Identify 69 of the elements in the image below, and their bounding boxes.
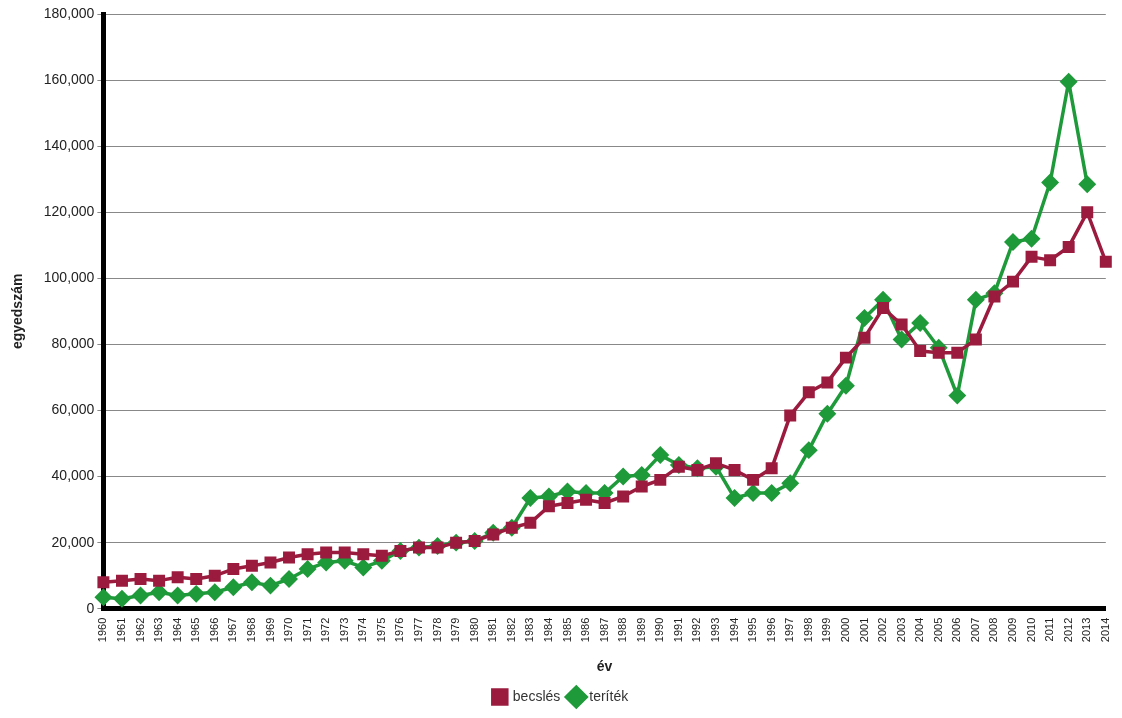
x-axis-title: év bbox=[596, 658, 613, 675]
x-tick-label: 1998 bbox=[801, 617, 814, 643]
x-tick-label: 2012 bbox=[1061, 617, 1074, 643]
x-tick-label: 1993 bbox=[709, 617, 722, 643]
x-tick-label: 2011 bbox=[1043, 617, 1056, 642]
x-tick-label: 2004 bbox=[913, 617, 926, 643]
x-tick-label: 2001 bbox=[857, 617, 870, 643]
x-tick-label: 2007 bbox=[968, 617, 981, 643]
x-tick-label: 1994 bbox=[727, 617, 740, 643]
x-tick-label: 2006 bbox=[950, 617, 963, 643]
x-tick-label: 2005 bbox=[931, 617, 944, 643]
y-tick-label: 100,000 bbox=[43, 269, 95, 286]
x-tick-label: 1982 bbox=[504, 617, 517, 643]
x-tick-label: 1968 bbox=[244, 617, 257, 643]
x-tick-label: 1984 bbox=[541, 617, 554, 643]
x-tick-label: 1999 bbox=[820, 617, 833, 643]
y-tick-label: 20,000 bbox=[51, 533, 95, 550]
x-tick-label: 1964 bbox=[170, 617, 183, 643]
y-tick-label: 60,000 bbox=[51, 401, 95, 418]
x-tick-label: 1985 bbox=[560, 617, 573, 643]
y-tick-label: 0 bbox=[86, 599, 95, 616]
x-tick-label: 1988 bbox=[616, 617, 629, 643]
x-tick-label: 1963 bbox=[152, 617, 165, 643]
x-tick-label: 2003 bbox=[894, 617, 907, 643]
y-tick-label: 160,000 bbox=[43, 70, 95, 87]
x-tick-label: 1965 bbox=[189, 617, 202, 643]
y-tick-label: 180,000 bbox=[43, 4, 95, 21]
x-tick-label: 2013 bbox=[1080, 617, 1093, 643]
y-tick-label: 140,000 bbox=[43, 137, 95, 154]
x-tick-label: 1987 bbox=[597, 617, 610, 643]
x-tick-label: 1989 bbox=[634, 617, 647, 643]
x-tick-label: 1971 bbox=[300, 617, 313, 643]
x-tick-label: 1997 bbox=[783, 617, 796, 643]
x-tick-label: 1981 bbox=[486, 617, 499, 643]
legend-label: teríték bbox=[589, 687, 630, 704]
y-tick-label: 40,000 bbox=[51, 467, 95, 484]
x-tick-label: 2014 bbox=[1098, 617, 1111, 643]
x-tick-label: 2009 bbox=[1006, 617, 1019, 643]
y-axis-title: egyedszám bbox=[9, 273, 26, 350]
x-tick-label: 1961 bbox=[115, 617, 127, 643]
x-tick-label: 1986 bbox=[579, 617, 592, 643]
x-tick-label: 1960 bbox=[96, 617, 109, 643]
x-tick-label: 2000 bbox=[838, 617, 851, 643]
x-tick-label: 1979 bbox=[449, 617, 462, 643]
x-tick-label: 1991 bbox=[671, 617, 684, 643]
x-tick-label: 1970 bbox=[282, 617, 295, 643]
x-tick-label: 1992 bbox=[690, 617, 703, 643]
x-tick-label: 1980 bbox=[467, 617, 480, 643]
x-tick-label: 1972 bbox=[319, 617, 332, 643]
x-tick-label: 1973 bbox=[337, 617, 350, 643]
x-tick-label: 2002 bbox=[876, 617, 889, 643]
x-tick-label: 1976 bbox=[393, 617, 406, 643]
y-tick-label: 80,000 bbox=[51, 335, 95, 352]
x-tick-label: 1962 bbox=[133, 617, 146, 643]
x-tick-label: 1974 bbox=[356, 617, 369, 643]
x-tick-label: 1966 bbox=[207, 617, 220, 643]
x-tick-label: 1996 bbox=[764, 617, 777, 643]
x-tick-label: 1975 bbox=[374, 617, 387, 643]
x-tick-label: 1983 bbox=[523, 617, 536, 643]
x-tick-label: 1977 bbox=[412, 617, 425, 643]
x-tick-label: 2008 bbox=[987, 617, 1000, 643]
x-tick-label: 1990 bbox=[653, 617, 666, 643]
x-tick-label: 1969 bbox=[263, 617, 276, 643]
x-tick-label: 2010 bbox=[1024, 617, 1037, 643]
x-tick-label: 1967 bbox=[226, 617, 239, 643]
legend-label: becslés bbox=[512, 687, 561, 704]
y-tick-label: 120,000 bbox=[43, 203, 95, 220]
x-tick-label: 1995 bbox=[746, 617, 759, 643]
x-tick-label: 1978 bbox=[430, 617, 443, 643]
